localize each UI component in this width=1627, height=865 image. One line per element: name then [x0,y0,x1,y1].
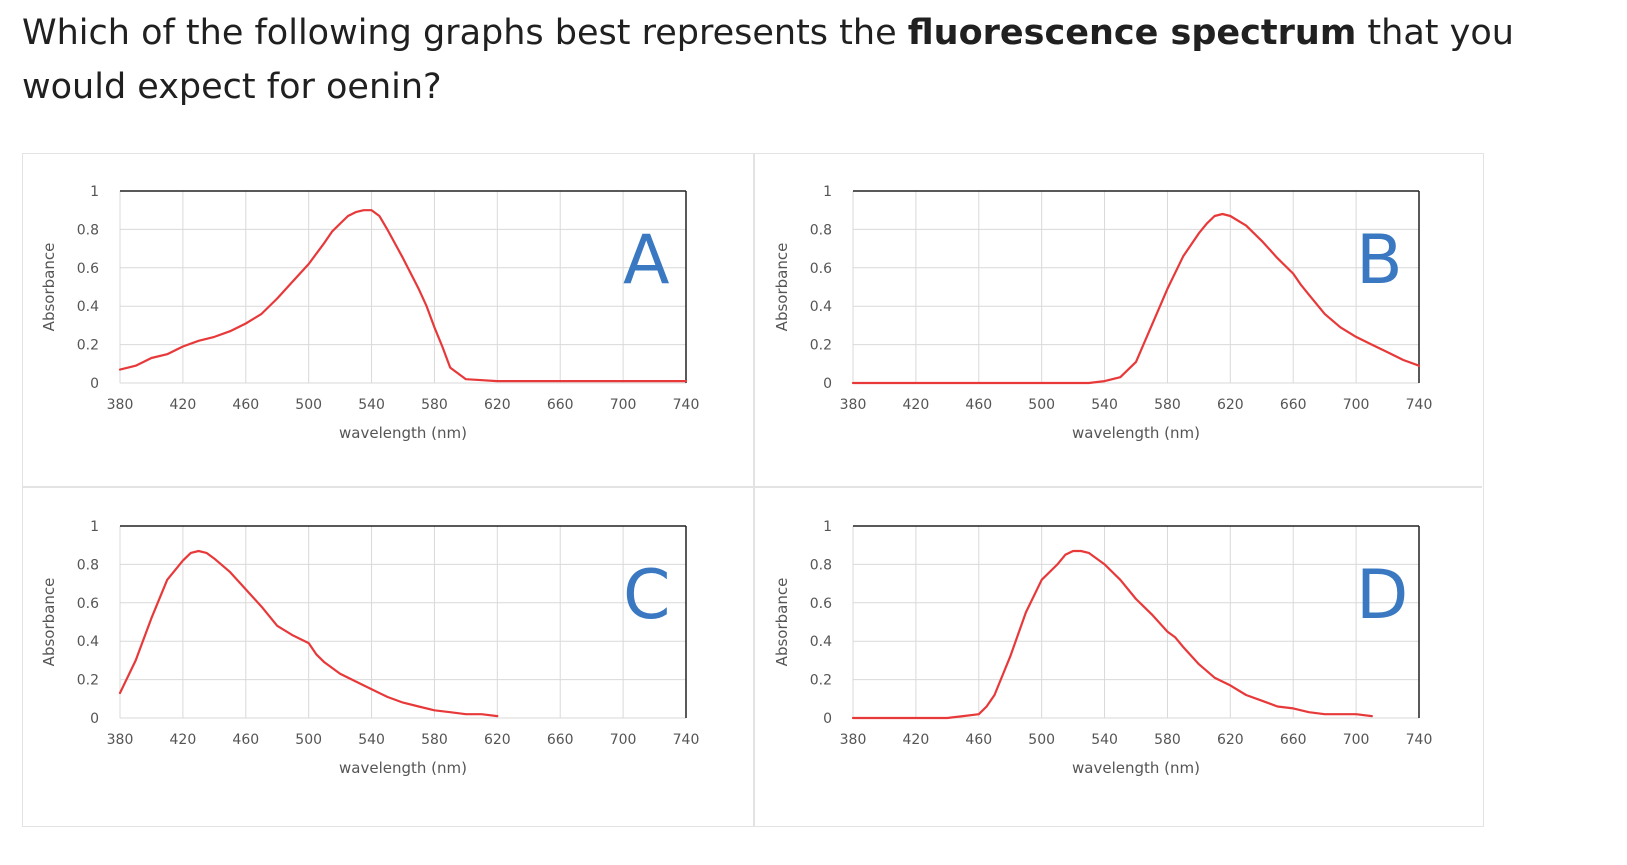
chart-a-xtick-label: 460 [232,397,259,413]
chart-d-ytick-label: 0.8 [810,557,832,573]
chart-a-ylabel: Absorbance [40,243,58,332]
chart-d-xtick-label: 580 [1154,732,1181,748]
chart-d-ytick-label: 0.6 [810,596,832,612]
chart-b-xtick-label: 500 [1028,397,1055,413]
chart-a-ytick-label: 0.4 [77,299,99,315]
chart-a-xtick-label: 620 [484,397,511,413]
option-c-chart[interactable]: 0 0.2 0.4 0.6 0.8 1 380 420 460 500 540 580 620 660 70… [22,488,752,820]
chart-c-ytick-label: 0 [90,711,99,727]
chart-b-xtick-label: 740 [1406,397,1433,413]
chart-c-xtick-label: 580 [421,732,448,748]
chart-c-xtick-label: 660 [547,732,574,748]
chart-b-ytick-label: 0.4 [810,299,832,315]
chart-d-xlabel: wavelength (nm) [1072,759,1200,777]
chart-a-ytick-label: 0.6 [77,261,99,277]
question-bold: fluorescence spectrum [907,13,1357,53]
chart-c-option-letter: C [623,556,670,635]
chart-b-option-letter: B [1356,221,1403,300]
chart-c-xtick-label: 420 [170,732,197,748]
chart-d-ylabel: Absorbance [773,578,791,667]
chart-a-option-letter: A [623,221,670,300]
chart-b-xlabel: wavelength (nm) [1072,424,1200,442]
chart-c-xtick-label: 700 [610,732,637,748]
chart-b-series-line [851,212,1421,385]
chart-d-xtick-label: 620 [1217,732,1244,748]
chart-a-ytick-label: 0 [90,376,99,392]
chart-c-xtick-label: 740 [673,732,700,748]
chart-a-xlabel: wavelength (nm) [339,424,467,442]
chart-a-xtick-label: 660 [547,397,574,413]
chart-d-svg: 0 0.2 0.4 0.6 0.8 1 380 420 460 500 540 580 620 660 70… [773,519,1433,777]
chart-b-xtick-label: 580 [1154,397,1181,413]
chart-d-xtick-label: 420 [903,732,930,748]
vertical-divider [753,153,755,826]
chart-b-xtick-label: 460 [965,397,992,413]
chart-a-xtick-label: 500 [295,397,322,413]
chart-a-svg: 0 0.2 0.4 0.6 0.8 1 380 420 460 500 540 580 620 660 70… [40,184,700,442]
chart-d-xtick-label: 500 [1028,732,1055,748]
chart-c-xtick-label: 460 [232,732,259,748]
chart-b-xtick-label: 620 [1217,397,1244,413]
chart-b-ytick-label: 0.2 [810,338,832,354]
chart-a-xtick-label: 420 [170,397,197,413]
chart-a-xtick-label: 700 [610,397,637,413]
question-text: Which of the following graphs best repre… [22,6,1582,114]
chart-c-series-line [118,549,499,718]
chart-a-xtick-label: 540 [358,397,385,413]
chart-a-ytick-label: 1 [90,184,99,200]
chart-b-ytick-label: 0.8 [810,222,832,238]
option-b-chart[interactable]: 0 0.2 0.4 0.6 0.8 1 380 420 460 500 540 580 620 660 70… [755,153,1485,485]
chart-b-ylabel: Absorbance [773,243,791,332]
chart-a-ytick-label: 0.8 [77,222,99,238]
horizontal-divider [22,486,1482,488]
chart-d-xtick-label: 740 [1406,732,1433,748]
chart-b-xtick-label: 540 [1091,397,1118,413]
question-post: that you would expect for oenin? [22,13,1514,107]
chart-a-xtick-label: 740 [673,397,700,413]
chart-b-xtick-label: 380 [840,397,867,413]
chart-d-ytick-label: 1 [823,519,832,535]
chart-b-xtick-label: 700 [1343,397,1370,413]
chart-b-ytick-label: 0.6 [810,261,832,277]
chart-c-svg: 0 0.2 0.4 0.6 0.8 1 380 420 460 500 540 580 620 660 70… [40,519,700,777]
chart-c-xtick-label: 380 [107,732,134,748]
chart-d-xtick-label: 380 [840,732,867,748]
chart-a-xtick-label: 580 [421,397,448,413]
option-a-chart[interactable]: 0 0.2 0.4 0.6 0.8 1 380 420 460 500 540 580 620 660 70… [22,153,752,485]
chart-c-xtick-label: 500 [295,732,322,748]
chart-b-xtick-label: 660 [1280,397,1307,413]
chart-d-xtick-label: 700 [1343,732,1370,748]
chart-c-ytick-label: 0.2 [77,673,99,689]
chart-c-xtick-label: 620 [484,732,511,748]
chart-c-ytick-label: 1 [90,519,99,535]
chart-d-option-letter: D [1356,556,1408,635]
chart-c-xlabel: wavelength (nm) [339,759,467,777]
chart-d-ytick-label: 0 [823,711,832,727]
chart-c-ytick-label: 0.4 [77,634,99,650]
chart-d-series-line [851,549,1373,720]
chart-d-ytick-label: 0.2 [810,673,832,689]
chart-c-ytick-label: 0.6 [77,596,99,612]
chart-d-xtick-label: 460 [965,732,992,748]
chart-c-ylabel: Absorbance [40,578,58,667]
chart-a-xtick-label: 380 [107,397,134,413]
question-pre: Which of the following graphs best repre… [22,13,908,53]
chart-d-xtick-label: 660 [1280,732,1307,748]
chart-b-svg: 0 0.2 0.4 0.6 0.8 1 380 420 460 500 540 580 620 660 70… [773,184,1433,442]
chart-a-series-line [118,209,688,383]
chart-d-xtick-label: 540 [1091,732,1118,748]
chart-a-ytick-label: 0.2 [77,338,99,354]
chart-c-xtick-label: 540 [358,732,385,748]
chart-b-ytick-label: 1 [823,184,832,200]
chart-b-ytick-label: 0 [823,376,832,392]
chart-b-xtick-label: 420 [903,397,930,413]
chart-c-ytick-label: 0.8 [77,557,99,573]
option-d-chart[interactable]: 0 0.2 0.4 0.6 0.8 1 380 420 460 500 540 580 620 660 70… [755,488,1485,820]
chart-d-ytick-label: 0.4 [810,634,832,650]
